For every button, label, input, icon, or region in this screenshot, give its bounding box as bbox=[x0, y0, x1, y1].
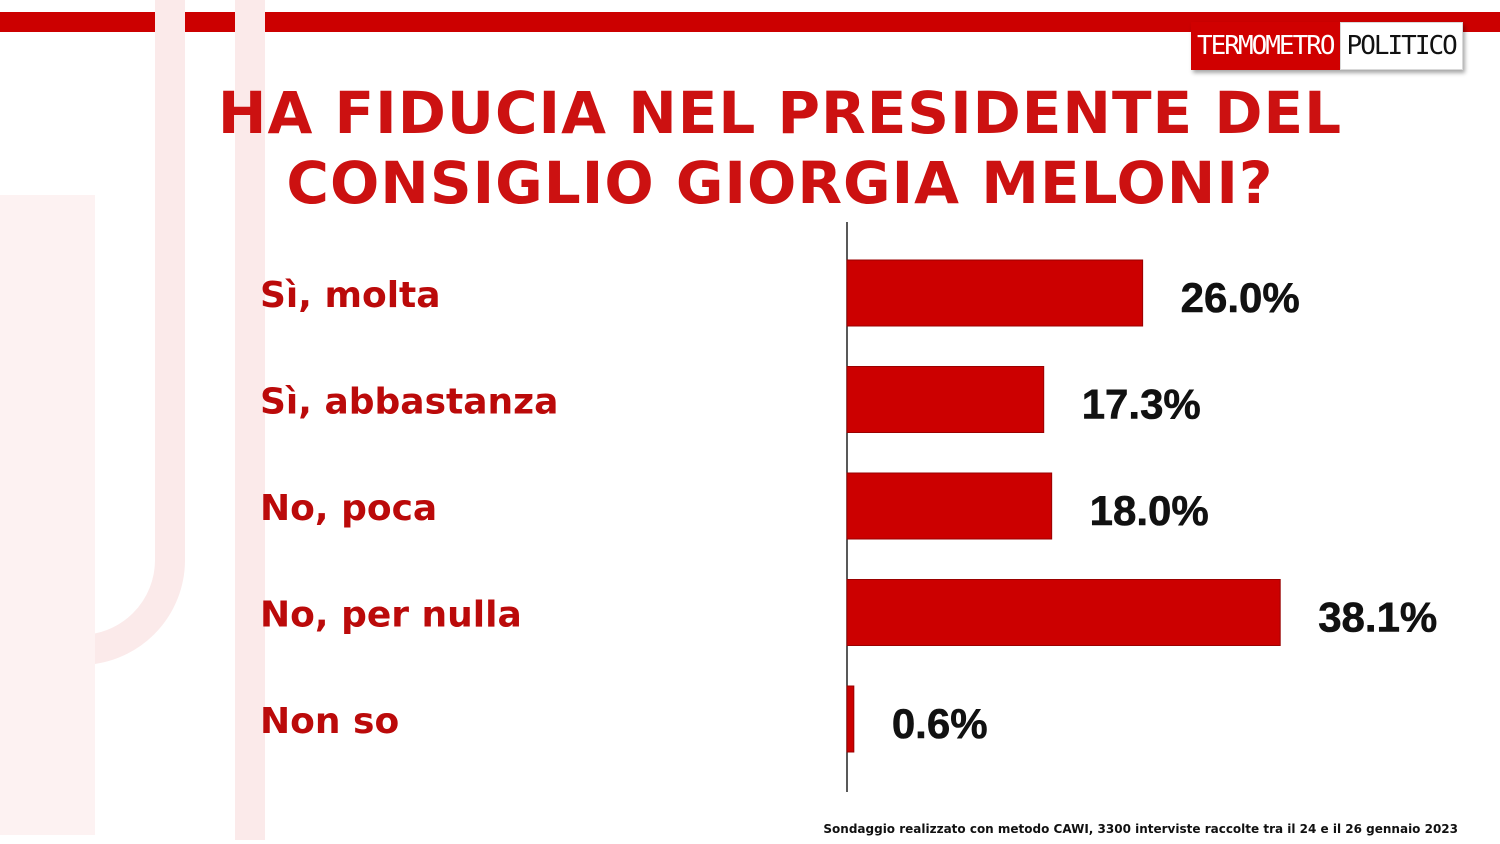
survey-footnote: Sondaggio realizzato con metodo CAWI, 33… bbox=[823, 822, 1458, 836]
value-label: 0.6% bbox=[892, 700, 988, 747]
chart-title-line-1: HA FIDUCIA NEL PRESIDENTE DEL bbox=[217, 79, 1343, 147]
value-label: 18.0% bbox=[1090, 487, 1209, 534]
category-label: Sì, molta bbox=[260, 275, 441, 316]
category-label: No, per nulla bbox=[260, 595, 522, 636]
category-label: Sì, abbastanza bbox=[260, 382, 558, 423]
top-accent-bar bbox=[0, 12, 1500, 32]
value-label: 17.3% bbox=[1082, 381, 1201, 428]
termometro-politico-logo: TERMOMETRO POLITICO bbox=[1191, 22, 1463, 70]
bar bbox=[846, 685, 855, 753]
bar bbox=[846, 472, 1053, 540]
category-label: No, poca bbox=[260, 488, 437, 529]
value-label: 26.0% bbox=[1181, 274, 1300, 321]
value-label: 38.1% bbox=[1318, 594, 1437, 641]
bar bbox=[846, 579, 1281, 646]
chart-title: HA FIDUCIA NEL PRESIDENTE DEL CONSIGLIO … bbox=[150, 78, 1410, 218]
category-label: Non so bbox=[260, 701, 399, 742]
bar bbox=[846, 259, 1144, 327]
bar bbox=[846, 366, 1045, 433]
logo-part-white: POLITICO bbox=[1339, 22, 1463, 70]
logo-part-red: TERMOMETRO bbox=[1191, 22, 1340, 70]
chart-title-line-2: CONSIGLIO GIORGIA MELONI? bbox=[286, 149, 1274, 217]
